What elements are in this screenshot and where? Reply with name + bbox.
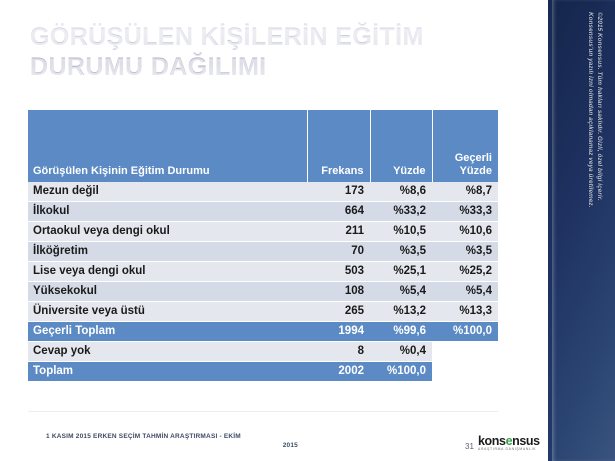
column-header-valid-percent-line-1: Geçerli [454, 152, 492, 164]
cell-frequency: 8 [307, 341, 370, 362]
logo-green-e-icon: e [505, 434, 513, 448]
cell-frequency: 70 [307, 241, 370, 262]
column-header-valid-percent-line-2: Yüzde [459, 165, 492, 177]
cell-education-level: Cevap yok [28, 341, 307, 362]
column-header-frequency: Frekans [306, 110, 371, 182]
konsensus-logo-wordmark: konsensus [478, 435, 544, 448]
cell-frequency: 173 [307, 182, 370, 202]
cell-percent: %5,4 [370, 281, 432, 302]
cell-education-level: Lise veya dengi okul [28, 261, 307, 282]
cell-frequency: 503 [307, 261, 370, 282]
sidebar-copyright-line-2: Konsensus'un yazılı izni olmadan açıklan… [587, 12, 594, 208]
table-row: Yüksekokul 108 %5,4 %5,4 [28, 281, 498, 302]
table-row: Cevap yok 8 %0,4 [28, 341, 498, 362]
cell-valid-percent: %33,3 [432, 201, 498, 222]
cell-percent: %100,0 [370, 361, 432, 381]
cell-frequency: 2002 [307, 361, 370, 381]
column-header-percent: Yüzde [369, 110, 433, 182]
sidebar-copyright-note: ©2015 Konsensus. Tüm hakları saklıdır. G… [586, 12, 604, 208]
cell-percent: %10,5 [370, 221, 432, 242]
table-row: İlköğretim 70 %3,5 %3,5 [28, 241, 498, 262]
column-header-education-level: Görüşülen Kişinin Eğitim Durumu [28, 110, 308, 182]
page-title-line-2: DURUMU DAĞILIMI [30, 53, 267, 81]
page-number: 31 [465, 442, 474, 451]
cell-valid-percent: %25,2 [432, 261, 498, 282]
cell-education-level: Ortaokul veya dengi okul [28, 221, 307, 242]
education-distribution-table: Görüşülen Kişinin Eğitim Durumu Frekans … [28, 110, 498, 381]
cell-education-level: Toplam [28, 361, 307, 381]
table-header-row: Görüşülen Kişinin Eğitim Durumu Frekans … [28, 110, 498, 182]
cell-frequency: 108 [307, 281, 370, 302]
cell-percent: %0,4 [370, 341, 432, 362]
logo-text-prefix: kons [478, 434, 506, 448]
cell-valid-percent: %8,7 [432, 182, 498, 202]
cell-percent: %8,6 [370, 182, 432, 202]
right-navy-sidebar-inner [552, 0, 615, 461]
cell-valid-percent: %3,5 [432, 241, 498, 262]
cell-percent: %13,2 [370, 301, 432, 322]
cell-education-level: İlköğretim [28, 241, 307, 262]
table-row: Mezun değil 173 %8,6 %8,7 [28, 182, 498, 202]
footer-survey-note: 1 KASIM 2015 ERKEN SEÇİM TAHMİN ARAŞTIRM… [46, 432, 346, 450]
table-row: Lise veya dengi okul 503 %25,1 %25,2 [28, 261, 498, 282]
page-title: GÖRÜŞÜLEN KİŞİLERİN EĞİTİM DURUMU DAĞILI… [30, 22, 490, 82]
cell-education-level: İlkokul [28, 201, 307, 222]
table-row: Üniversite veya üstü 265 %13,2 %13,3 [28, 301, 498, 322]
cell-percent: %3,5 [370, 241, 432, 262]
cell-frequency: 211 [307, 221, 370, 242]
cell-education-level: Üniversite veya üstü [28, 301, 307, 322]
cell-valid-percent [432, 341, 498, 362]
cell-valid-percent [432, 361, 498, 381]
cell-percent: %33,2 [370, 201, 432, 222]
page-title-line-1: GÖRÜŞÜLEN KİŞİLERİN EĞİTİM [30, 23, 424, 51]
footer-survey-note-line-2: 2015 [282, 442, 298, 449]
cell-valid-percent: %10,6 [432, 221, 498, 242]
sidebar-copyright-line-1: ©2015 Konsensus. Tüm hakları saklıdır. G… [596, 12, 603, 201]
konsensus-logo-tagline: ARAŞTIRMA DANIŞMANLIK [478, 447, 537, 451]
logo-text-suffix: nsus [512, 434, 540, 448]
konsensus-logo: konsensus ARAŞTIRMA DANIŞMANLIK [478, 435, 544, 453]
table-row: Ortaokul veya dengi okul 211 %10,5 %10,6 [28, 221, 498, 242]
footer-survey-note-line-1: 1 KASIM 2015 ERKEN SEÇİM TAHMİN ARAŞTIRM… [46, 433, 241, 440]
right-navy-sidebar [548, 0, 615, 461]
table-body: Mezun değil 173 %8,6 %8,7 İlkokul 664 %33,2 %33… [28, 182, 498, 381]
cell-valid-percent: %13,3 [432, 301, 498, 322]
cell-frequency: 1994 [307, 321, 370, 342]
table-header: Görüşülen Kişinin Eğitim Durumu Frekans … [28, 110, 498, 182]
education-distribution-table-container: Görüşülen Kişinin Eğitim Durumu Frekans … [28, 110, 498, 381]
cell-education-level: Geçerli Toplam [28, 321, 307, 342]
table-bottom-rule [28, 411, 498, 412]
cell-frequency: 265 [307, 301, 370, 322]
cell-education-level: Yüksekokul [28, 281, 307, 302]
cell-percent: %99,6 [370, 321, 432, 342]
cell-frequency: 664 [307, 201, 370, 222]
cell-education-level: Mezun değil [28, 182, 307, 202]
table-row: Toplam 2002 %100,0 [28, 361, 498, 381]
table-row: Geçerli Toplam 1994 %99,6 %100,0 [28, 321, 498, 342]
cell-valid-percent: %5,4 [432, 281, 498, 302]
cell-percent: %25,1 [370, 261, 432, 282]
column-header-valid-percent: Geçerli Yüzde [431, 110, 498, 182]
table-row: İlkokul 664 %33,2 %33,3 [28, 201, 498, 222]
cell-valid-percent: %100,0 [432, 321, 498, 342]
